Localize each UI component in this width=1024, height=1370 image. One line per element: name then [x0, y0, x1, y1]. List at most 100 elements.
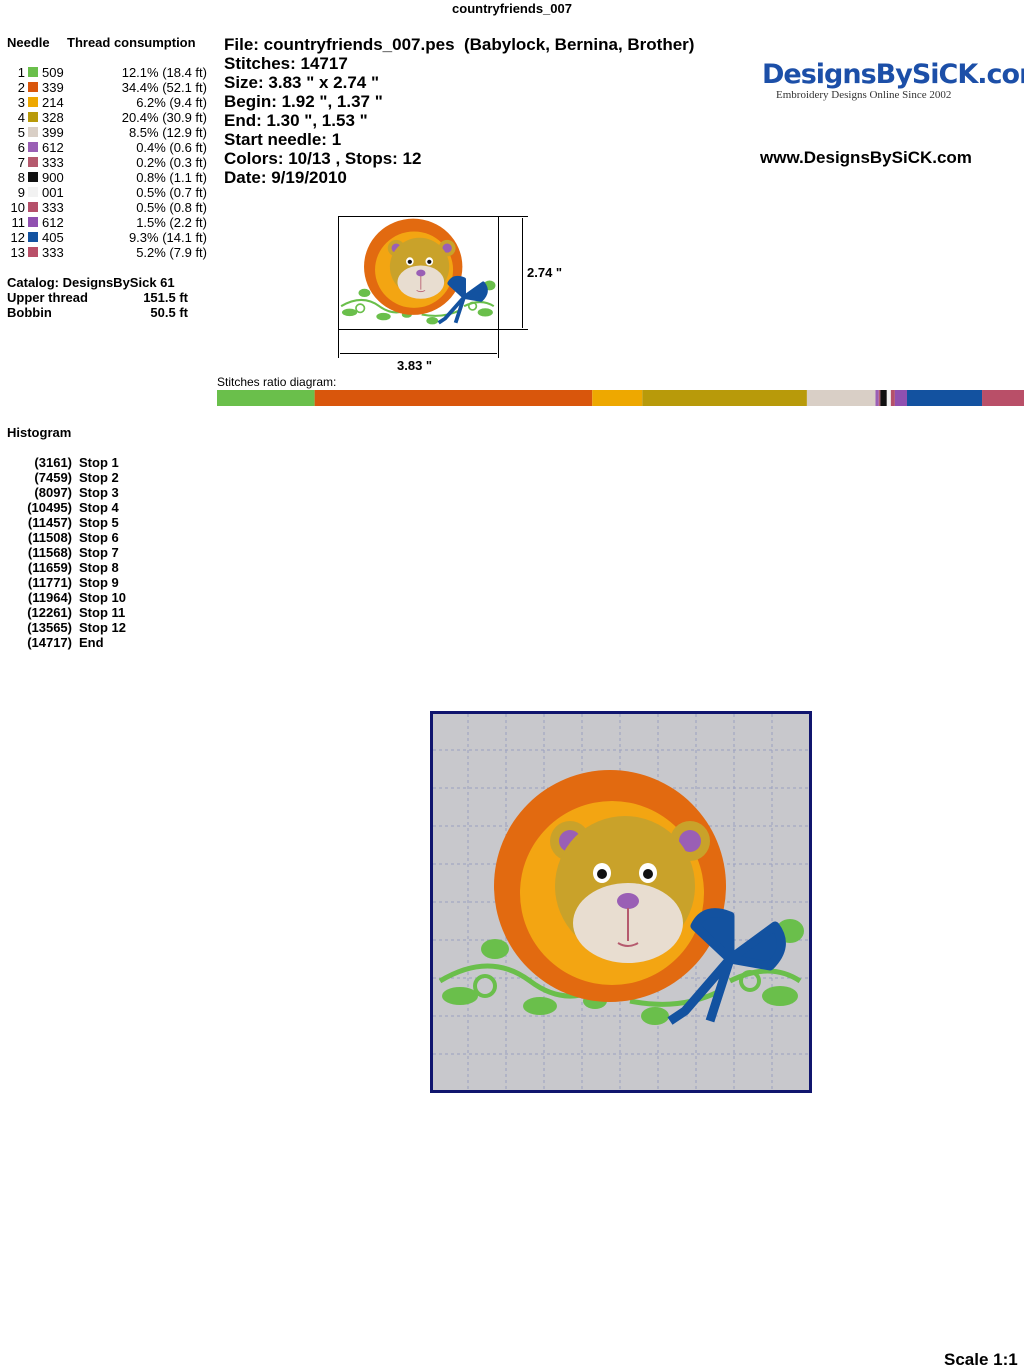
thread-code: 509 [42, 65, 64, 80]
color-swatch [28, 157, 38, 167]
consumption: 0.2% (0.3 ft) [136, 155, 207, 170]
needle-header: Needle [7, 35, 50, 50]
needle-number: 1 [17, 65, 25, 80]
stop-label: Stop 2 [79, 470, 119, 485]
consumption: 8.5% (12.9 ft) [128, 125, 207, 140]
bobbin-value: 50.5 ft [150, 305, 188, 320]
stitch-count: (13565) [27, 620, 72, 635]
ratio-segment [878, 390, 881, 406]
needle-number: 4 [17, 110, 25, 125]
needle-number: 5 [17, 125, 25, 140]
consumption: 12.1% (18.4 ft) [121, 65, 207, 80]
stitch-count: (8097) [34, 485, 72, 500]
ratio-segment [906, 390, 983, 406]
ratio-segment [642, 390, 807, 406]
consumption: 6.2% (9.4 ft) [136, 95, 207, 110]
website: www.DesignsBySiCK.com [760, 148, 972, 167]
stitch-count: (11457) [27, 515, 72, 530]
ratio-segment [217, 390, 315, 406]
color-swatch [28, 82, 38, 92]
stitch-count: (11771) [27, 575, 72, 590]
ratio-segment [894, 390, 907, 406]
height-label: 2.74 " [527, 265, 563, 280]
stop-label: Stop 10 [79, 590, 126, 605]
info-line: File: countryfriends_007.pes (Babylock, … [224, 35, 695, 54]
color-swatch [28, 67, 38, 77]
ratio-segment [806, 390, 876, 406]
color-swatch [28, 202, 38, 212]
stop-label: End [79, 635, 104, 650]
bobbin-label: Bobbin [7, 305, 52, 320]
color-swatch [28, 187, 38, 197]
upper-label: Upper thread [7, 290, 88, 305]
info-line: Colors: 10/13 , Stops: 12 [224, 149, 422, 168]
needle-number: 8 [17, 170, 25, 185]
needle-number: 9 [17, 185, 25, 200]
thread-code: 333 [42, 200, 64, 215]
needle-number: 7 [17, 155, 25, 170]
stop-label: Stop 6 [79, 530, 119, 545]
stop-label: Stop 1 [79, 455, 119, 470]
stitch-count: (11568) [27, 545, 72, 560]
consumption-header: Thread consumption [67, 35, 196, 50]
thread-code: 612 [42, 215, 64, 230]
stop-label: Stop 5 [79, 515, 119, 530]
needle-number: 11 [11, 215, 26, 230]
info-line: End: 1.30 ", 1.53 " [224, 111, 368, 130]
thread-code: 612 [42, 140, 64, 155]
thread-code: 405 [42, 230, 64, 245]
needle-number: 6 [17, 140, 25, 155]
ratio-segment [890, 390, 895, 406]
stop-label: Stop 12 [79, 620, 126, 635]
ratio-segment [314, 390, 593, 406]
stitch-count: (11508) [27, 530, 72, 545]
color-swatch [28, 232, 38, 242]
info-line: Size: 3.83 " x 2.74 " [224, 73, 380, 92]
histogram-title: Histogram [7, 425, 72, 440]
color-swatch [28, 97, 38, 107]
stitch-count: (3161) [34, 455, 72, 470]
stitch-count: (11659) [27, 560, 72, 575]
color-swatch [28, 142, 38, 152]
color-swatch [28, 172, 38, 182]
info-line: Stitches: 14717 [224, 54, 348, 73]
stop-label: Stop 9 [79, 575, 119, 590]
color-swatch [28, 127, 38, 137]
needle-number: 10 [10, 200, 25, 215]
needle-number: 3 [17, 95, 25, 110]
ratio-label: Stitches ratio diagram: [217, 375, 337, 389]
stitch-count: (7459) [34, 470, 72, 485]
consumption: 20.4% (30.9 ft) [121, 110, 207, 125]
ratio-segment [886, 390, 891, 406]
info-line: Begin: 1.92 ", 1.37 " [224, 92, 383, 111]
ratio-segment [875, 390, 879, 406]
needle-number: 12 [10, 230, 25, 245]
thread-code: 399 [42, 125, 64, 140]
consumption: 1.5% (2.2 ft) [136, 215, 207, 230]
consumption: 0.4% (0.6 ft) [136, 140, 207, 155]
stop-label: Stop 8 [79, 560, 119, 575]
needle-number: 2 [17, 80, 25, 95]
catalog: Catalog: DesignsBySick 61 [7, 275, 175, 290]
consumption: 0.5% (0.7 ft) [136, 185, 207, 200]
consumption: 5.2% (7.9 ft) [136, 245, 207, 260]
thread-code: 339 [42, 80, 64, 95]
logo-tagline: Embroidery Designs Online Since 2002 [776, 89, 952, 101]
thread-code: 001 [42, 185, 64, 200]
color-swatch [28, 247, 38, 257]
stitch-count: (10495) [27, 500, 72, 515]
stop-label: Stop 11 [79, 605, 126, 620]
color-swatch [28, 112, 38, 122]
ratio-segment [592, 390, 643, 406]
stop-label: Stop 7 [79, 545, 119, 560]
needle-number: 13 [10, 245, 25, 260]
page-title: countryfriends_007 [452, 1, 572, 16]
consumption: 34.4% (52.1 ft) [121, 80, 207, 95]
logo: DesignsBySiCK.com [762, 59, 1024, 90]
consumption: 0.5% (0.8 ft) [136, 200, 207, 215]
ratio-segment [880, 390, 887, 406]
width-label: 3.83 " [397, 358, 433, 373]
info-line: Start needle: 1 [224, 130, 342, 149]
